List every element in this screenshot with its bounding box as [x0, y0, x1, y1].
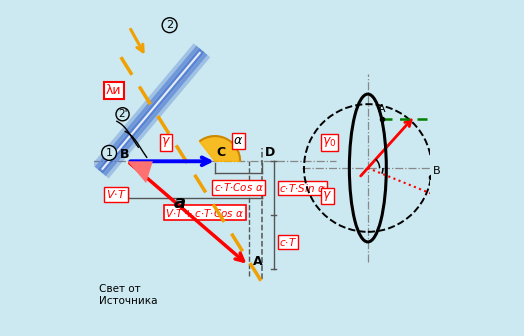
Text: $c{\cdot}T{\cdot}Cos\ \alpha$: $c{\cdot}T{\cdot}Cos\ \alpha$ [214, 181, 264, 194]
Text: B: B [120, 148, 130, 161]
Text: $V{\cdot}T + c{\cdot}T{\cdot}Cos\ \alpha$: $V{\cdot}T + c{\cdot}T{\cdot}Cos\ \alpha… [165, 207, 245, 219]
Text: $\gamma$: $\gamma$ [161, 135, 171, 150]
Text: $c{\cdot}T$: $c{\cdot}T$ [279, 236, 297, 248]
Text: A: A [253, 255, 262, 268]
Text: C: C [216, 146, 226, 159]
Text: $\gamma_0$: $\gamma_0$ [322, 135, 337, 150]
Text: Свет от
Источника: Свет от Источника [99, 284, 158, 305]
Text: $\alpha$: $\alpha$ [233, 134, 244, 148]
Text: 2': 2' [118, 109, 127, 119]
Text: $V{\cdot}T$: $V{\cdot}T$ [106, 188, 126, 200]
Text: 1: 1 [106, 148, 113, 158]
Text: $\boldsymbol{a}$: $\boldsymbol{a}$ [173, 194, 186, 212]
Text: 2: 2 [166, 20, 173, 30]
Text: B: B [433, 166, 441, 176]
Polygon shape [128, 161, 153, 183]
Text: D: D [265, 146, 275, 159]
Text: $\gamma$: $\gamma$ [322, 189, 332, 203]
Wedge shape [200, 136, 240, 161]
Text: $c{\cdot}T{\cdot}Sin\ \alpha$: $c{\cdot}T{\cdot}Sin\ \alpha$ [279, 182, 325, 194]
Text: A: A [377, 104, 385, 115]
Text: λи: λи [106, 84, 121, 97]
